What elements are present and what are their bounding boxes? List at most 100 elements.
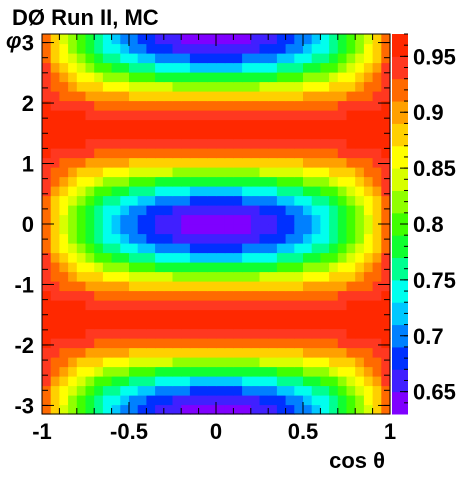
heatmap-cell (163, 91, 174, 102)
heatmap-cell (233, 81, 243, 92)
heatmap-cell (285, 290, 295, 301)
heatmap-cell (337, 129, 348, 140)
heatmap-cell (294, 167, 304, 178)
heatmap-cell (137, 252, 147, 263)
heatmap-cell (129, 186, 139, 197)
heatmap-cell (59, 72, 69, 83)
heatmap-cell (42, 205, 52, 216)
heatmap-cell (189, 271, 200, 282)
heatmap-cell (155, 252, 165, 263)
heatmap-cell (198, 62, 208, 73)
heatmap-cell (337, 110, 348, 121)
heatmap-cell (242, 243, 252, 254)
heatmap-cell (111, 252, 121, 263)
heatmap-cell (94, 395, 104, 406)
heatmap-cell (276, 243, 287, 254)
heatmap-cell (242, 176, 252, 187)
heatmap-cell (207, 81, 217, 92)
heatmap-cell (50, 43, 60, 54)
heatmap-cell (102, 338, 113, 349)
heatmap-cell (207, 110, 217, 121)
heatmap-cell (94, 138, 104, 149)
heatmap-cell (102, 129, 113, 140)
heatmap-cell (68, 376, 78, 387)
heatmap-cell (198, 72, 208, 83)
heatmap-cell (320, 186, 330, 197)
heatmap-cell (163, 395, 174, 406)
heatmap-cell (337, 176, 348, 187)
heatmap-cell (50, 157, 60, 168)
heatmap-cell (329, 91, 339, 102)
heatmap-cell (329, 72, 339, 83)
heatmap-cell (320, 62, 330, 73)
heatmap-cell (381, 404, 391, 415)
heatmap-cell (42, 129, 52, 140)
heatmap-cell (355, 62, 365, 73)
heatmap-cell (259, 376, 269, 387)
heatmap-cell (111, 138, 121, 149)
heatmap-cell (259, 43, 269, 54)
heatmap-cell (242, 91, 252, 102)
heatmap-cell (102, 205, 113, 216)
heatmap-cell (94, 100, 104, 111)
heatmap-cell (320, 81, 330, 92)
heatmap-cell (42, 167, 52, 178)
heatmap-cell (120, 328, 130, 339)
heatmap-cell (120, 195, 130, 206)
heatmap-cell (207, 281, 217, 292)
heatmap-cell (268, 347, 278, 358)
heatmap-cell (94, 91, 104, 102)
heatmap-cell (198, 205, 208, 216)
heatmap-cell (42, 290, 52, 301)
heatmap-cell (363, 186, 374, 197)
heatmap-cell (381, 300, 391, 311)
heatmap-cell (94, 376, 104, 387)
heatmap-cell (137, 138, 147, 149)
heatmap-cell (68, 319, 78, 330)
heatmap-cell (50, 271, 60, 282)
heatmap-cell (102, 119, 113, 130)
heatmap-cell (76, 157, 87, 168)
heatmap-cell (355, 129, 365, 140)
heatmap-cell (303, 243, 313, 254)
heatmap-cell (363, 81, 374, 92)
heatmap-cell (355, 252, 365, 263)
heatmap-cell (276, 319, 287, 330)
heatmap-cell (216, 281, 226, 292)
heatmap-cell (155, 100, 165, 111)
heatmap-cell (102, 404, 113, 415)
heatmap-cell (303, 119, 313, 130)
heatmap-cell (259, 100, 269, 111)
heatmap-cell (137, 357, 147, 368)
heatmap-cell (172, 148, 182, 159)
heatmap-cell (163, 281, 174, 292)
heatmap-cell (137, 281, 147, 292)
heatmap-cell (50, 385, 60, 396)
heatmap-cell (259, 148, 269, 159)
heatmap-cell (242, 357, 252, 368)
heatmap-cell (155, 195, 165, 206)
heatmap-cell (76, 62, 87, 73)
heatmap-cell (59, 290, 69, 301)
heatmap-cell (155, 148, 165, 159)
heatmap-cell (329, 290, 339, 301)
heatmap-cell (216, 81, 226, 92)
heatmap-cell (85, 34, 95, 45)
heatmap-cell (285, 357, 295, 368)
heatmap-cell (242, 81, 252, 92)
heatmap-cell (68, 328, 78, 339)
heatmap-cell (155, 129, 165, 140)
heatmap-cell (102, 319, 113, 330)
heatmap-cell (94, 195, 104, 206)
heatmap-cell (181, 81, 191, 92)
heatmap-cell (216, 195, 226, 206)
heatmap-cell (372, 338, 382, 349)
heatmap-cell (120, 290, 130, 301)
heatmap-cell (294, 43, 304, 54)
heatmap-cell (250, 357, 261, 368)
heatmap-cell (363, 91, 374, 102)
heatmap-cell (137, 72, 147, 83)
heatmap-cell (163, 300, 174, 311)
heatmap-cell (311, 148, 321, 159)
